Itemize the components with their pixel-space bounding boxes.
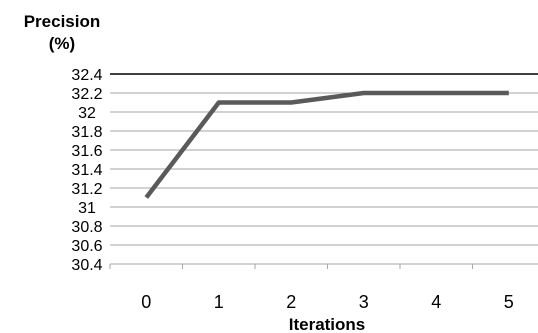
gridlines (110, 73, 538, 265)
x-tick-labels: 0 1 2 3 4 5 (141, 292, 514, 312)
x-tick-label: 5 (504, 292, 514, 312)
series-layer (144, 90, 509, 199)
y-tick-label: 31.4 (71, 162, 102, 179)
y-axis-title-line2: (%) (49, 34, 75, 53)
precision-series-line (144, 90, 509, 199)
y-tick-label: 30.8 (71, 219, 102, 236)
y-tick-label: 32.4 (71, 67, 102, 84)
y-tick-label: 32 (78, 105, 96, 122)
x-tick-label: 2 (286, 292, 296, 312)
y-tick-label: 31.8 (71, 124, 102, 141)
x-axis (109, 263, 538, 269)
x-tick-label: 1 (214, 292, 224, 312)
y-tick-label: 31.6 (71, 143, 102, 160)
x-tick-label: 3 (359, 292, 369, 312)
y-tick-labels: 30.4 30.6 30.8 31 31.2 31.4 31.6 31.8 32 32.2 32.4 (71, 67, 102, 274)
y-tick-label: 31.2 (71, 181, 102, 198)
y-tick-label: 32.2 (71, 86, 102, 103)
y-tick-label: 31 (78, 200, 96, 217)
y-axis-title-line1: Precision (24, 12, 101, 31)
y-tick-label: 30.6 (71, 238, 102, 255)
y-tick-label: 30.4 (71, 257, 102, 274)
x-tick-label: 4 (431, 292, 441, 312)
x-axis-title: Iterations (289, 315, 366, 333)
x-tick-label: 0 (141, 292, 151, 312)
